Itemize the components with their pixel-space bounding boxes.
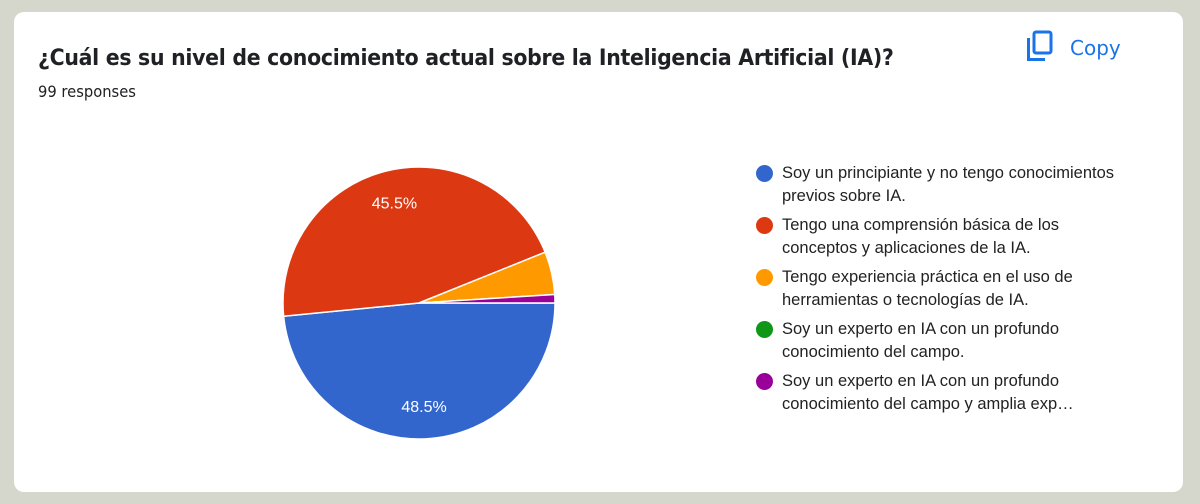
legend-color-dot-icon	[756, 321, 773, 338]
legend-label: Soy un principiante y no tengo conocimie…	[782, 164, 1115, 205]
pie-chart[interactable]: 48.5% 45.5%	[266, 150, 572, 456]
copy-icon	[1026, 30, 1054, 67]
slice-percent-label: 48.5%	[401, 399, 446, 416]
chart-card	[14, 12, 1183, 492]
legend-item[interactable]: Tengo experiencia práctica en el uso de …	[740, 266, 1140, 312]
legend-label: Tengo experiencia práctica en el uso de …	[782, 268, 1073, 309]
legend-color-dot-icon	[756, 165, 773, 182]
copy-label: Copy	[1070, 36, 1121, 60]
legend-label: Tengo una comprensión básica de los conc…	[782, 216, 1060, 257]
chart-legend: Soy un principiante y no tengo conocimie…	[740, 162, 1140, 422]
legend-color-dot-icon	[756, 217, 773, 234]
legend-color-dot-icon	[756, 269, 773, 286]
legend-color-dot-icon	[756, 373, 773, 390]
legend-label: Soy un experto en IA con un profundo con…	[782, 320, 1060, 361]
legend-label: Soy un experto en IA con un profundo con…	[782, 372, 1074, 413]
legend-item[interactable]: Soy un experto en IA con un profundo con…	[740, 370, 1140, 416]
copy-button[interactable]: Copy	[1026, 30, 1121, 66]
pie-slice[interactable]	[282, 166, 547, 318]
legend-item[interactable]: Tengo una comprensión básica de los conc…	[740, 214, 1140, 260]
question-title: ¿Cuál es su nivel de conocimiento actual…	[38, 46, 894, 71]
pie-slice[interactable]	[418, 293, 556, 304]
pie-slice[interactable]	[282, 302, 556, 440]
legend-item[interactable]: Soy un principiante y no tengo conocimie…	[740, 162, 1140, 208]
response-count: 99 responses	[38, 82, 136, 101]
slice-percent-label: 45.5%	[372, 196, 417, 213]
legend-item[interactable]: Soy un experto en IA con un profundo con…	[740, 318, 1140, 364]
